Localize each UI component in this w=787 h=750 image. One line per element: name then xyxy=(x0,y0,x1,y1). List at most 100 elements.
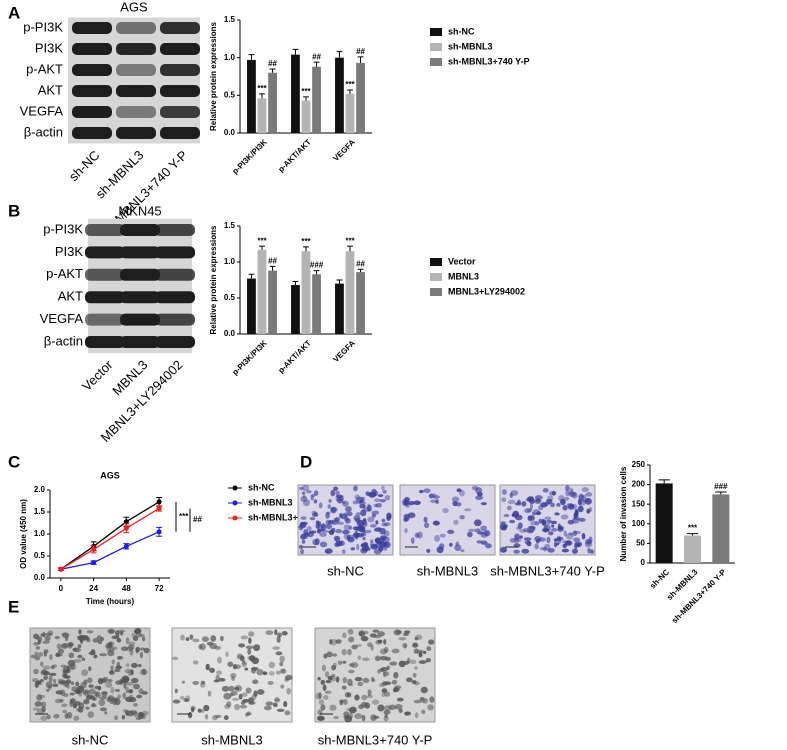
cell xyxy=(330,638,337,646)
cell xyxy=(362,657,370,661)
cell xyxy=(375,639,383,645)
cell xyxy=(52,683,59,688)
cell xyxy=(274,697,280,702)
cell xyxy=(333,535,341,542)
cell xyxy=(53,678,57,684)
cell xyxy=(344,715,353,723)
cell xyxy=(318,502,323,509)
cell xyxy=(417,531,423,539)
cell xyxy=(99,653,108,657)
cell xyxy=(538,537,546,542)
cell xyxy=(568,491,576,497)
cell xyxy=(468,528,476,532)
x-tick-label: VEGFA xyxy=(331,338,357,364)
blot-band xyxy=(85,224,125,236)
cell xyxy=(199,643,206,651)
cell xyxy=(581,532,586,540)
bar xyxy=(268,270,277,334)
error-bar xyxy=(357,268,364,273)
blot-band xyxy=(72,85,112,97)
blot-row-label: β-actin xyxy=(44,333,83,348)
cell xyxy=(414,637,419,641)
cell xyxy=(513,549,520,554)
cell xyxy=(383,709,391,715)
y-tick-label: 1.0 xyxy=(224,53,236,62)
cell xyxy=(62,665,69,673)
cell xyxy=(439,543,445,550)
cell xyxy=(378,545,384,552)
cell xyxy=(585,538,592,545)
cell xyxy=(550,528,558,532)
cell xyxy=(413,699,422,704)
cell xyxy=(234,664,242,670)
cell xyxy=(560,498,566,506)
cell xyxy=(35,646,41,650)
error-bar xyxy=(259,245,265,250)
cell xyxy=(131,677,139,684)
cell xyxy=(141,668,147,675)
cell xyxy=(339,699,346,703)
cell xyxy=(265,701,274,706)
cell xyxy=(130,662,138,668)
cell xyxy=(354,713,363,720)
cell xyxy=(204,713,209,720)
cell xyxy=(201,636,210,642)
cell xyxy=(412,642,419,648)
y-tick-label: 50 xyxy=(636,539,645,548)
x-tick-label: 24 xyxy=(89,584,98,593)
cell xyxy=(362,536,366,541)
legend-swatch xyxy=(430,288,442,296)
cell xyxy=(319,532,327,537)
marker xyxy=(91,546,97,552)
cell xyxy=(61,632,69,637)
cell xyxy=(432,495,440,499)
cell xyxy=(123,682,127,689)
cell xyxy=(545,498,553,505)
cell xyxy=(138,664,142,668)
cell xyxy=(262,671,268,676)
cell xyxy=(220,635,224,642)
cell xyxy=(548,531,554,536)
blot-band xyxy=(72,22,112,34)
cell xyxy=(357,681,364,687)
blot-band xyxy=(120,246,160,259)
blot-row-label: AKT xyxy=(38,82,63,97)
cell xyxy=(286,687,291,695)
cell xyxy=(317,525,324,531)
x-tick-label: 48 xyxy=(122,584,131,593)
cell xyxy=(79,637,84,644)
cell xyxy=(381,518,386,523)
cell xyxy=(423,516,428,523)
cell xyxy=(81,657,86,661)
cell xyxy=(107,642,113,647)
cell xyxy=(509,519,516,524)
cell xyxy=(279,655,285,663)
cell xyxy=(199,682,206,688)
cell xyxy=(354,677,363,682)
cell xyxy=(61,703,68,708)
cell xyxy=(248,696,254,703)
cell xyxy=(517,522,523,529)
cell xyxy=(329,704,337,711)
cell xyxy=(567,503,575,510)
cell xyxy=(480,532,484,538)
cell xyxy=(327,504,331,509)
cell xyxy=(421,709,426,715)
cell xyxy=(413,500,421,506)
cell xyxy=(197,708,202,713)
cell xyxy=(359,504,366,509)
cell xyxy=(302,484,310,492)
x-axis-label: Time (hours) xyxy=(86,597,135,606)
cell xyxy=(64,675,71,679)
cell xyxy=(451,496,460,503)
cell xyxy=(405,677,413,683)
cell xyxy=(85,695,93,701)
cell xyxy=(383,536,390,542)
cell xyxy=(551,524,555,528)
cell xyxy=(372,629,380,633)
cell xyxy=(550,520,558,525)
error-bar xyxy=(292,280,299,286)
cell xyxy=(343,524,351,531)
cell xyxy=(544,516,552,520)
blot-band xyxy=(120,224,160,236)
